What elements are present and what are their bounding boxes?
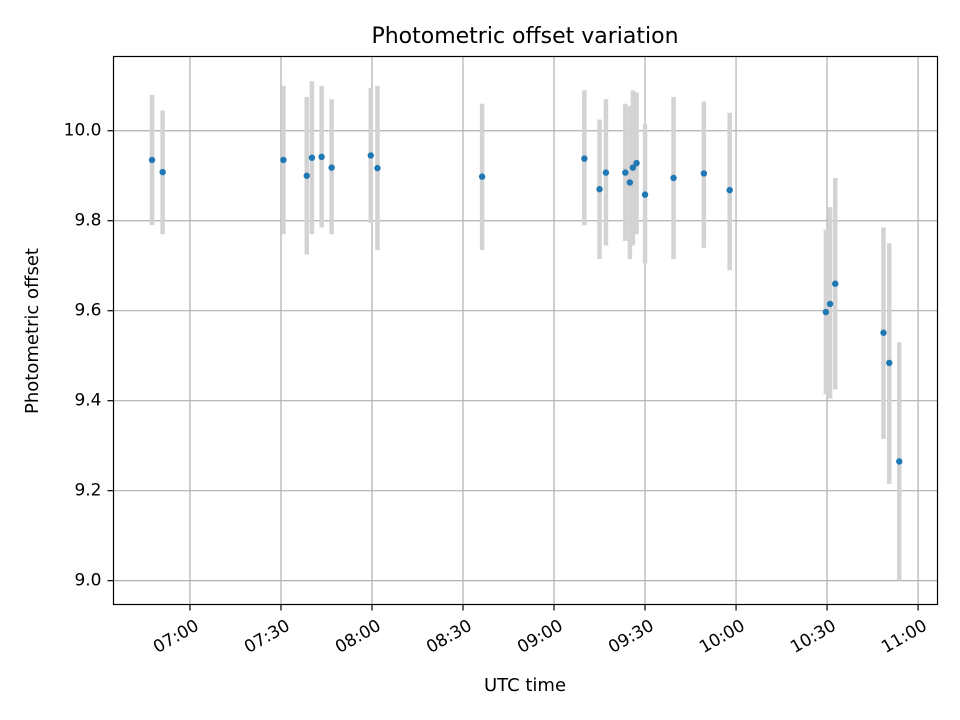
data-point — [602, 169, 610, 176]
data-point — [159, 168, 166, 176]
data-point — [880, 329, 887, 336]
data-point — [328, 164, 335, 171]
y-tick-label: 9.0 — [74, 571, 101, 591]
y-tick-label: 9.4 — [74, 391, 101, 411]
data-point — [629, 164, 637, 171]
data-point — [596, 186, 603, 193]
y-tick-label: 9.2 — [74, 481, 101, 501]
data-point — [318, 153, 325, 161]
y-tick-label: 10.0 — [64, 121, 102, 141]
data-point — [670, 174, 677, 182]
y-axis: 9.0 9.2 9.4 9.6 9.8 10.0 — [64, 121, 114, 591]
data-point — [641, 191, 649, 198]
data-point — [700, 170, 708, 177]
x-axis-label: UTC time — [484, 675, 566, 696]
chart-title: Photometric offset variation — [371, 24, 678, 49]
data-point — [280, 156, 287, 164]
data-point — [308, 154, 316, 161]
y-tick-label: 9.6 — [74, 301, 101, 321]
data-point — [886, 359, 893, 367]
data-point — [896, 458, 903, 465]
data-point — [826, 300, 834, 308]
data-point — [626, 179, 634, 186]
data-point — [148, 156, 156, 164]
plot-frame — [112, 55, 939, 606]
data-point — [832, 280, 839, 287]
data-point — [822, 308, 830, 316]
data-point — [367, 152, 374, 159]
data-points — [148, 152, 903, 465]
data-point — [622, 169, 629, 176]
data-point — [478, 173, 486, 180]
data-point — [374, 164, 381, 172]
data-point — [581, 155, 588, 162]
data-point — [303, 172, 310, 179]
y-tick-label: 9.8 — [74, 211, 101, 231]
data-point — [726, 186, 733, 194]
y-axis-label: Photometric offset — [22, 248, 43, 414]
data-point — [633, 159, 640, 167]
